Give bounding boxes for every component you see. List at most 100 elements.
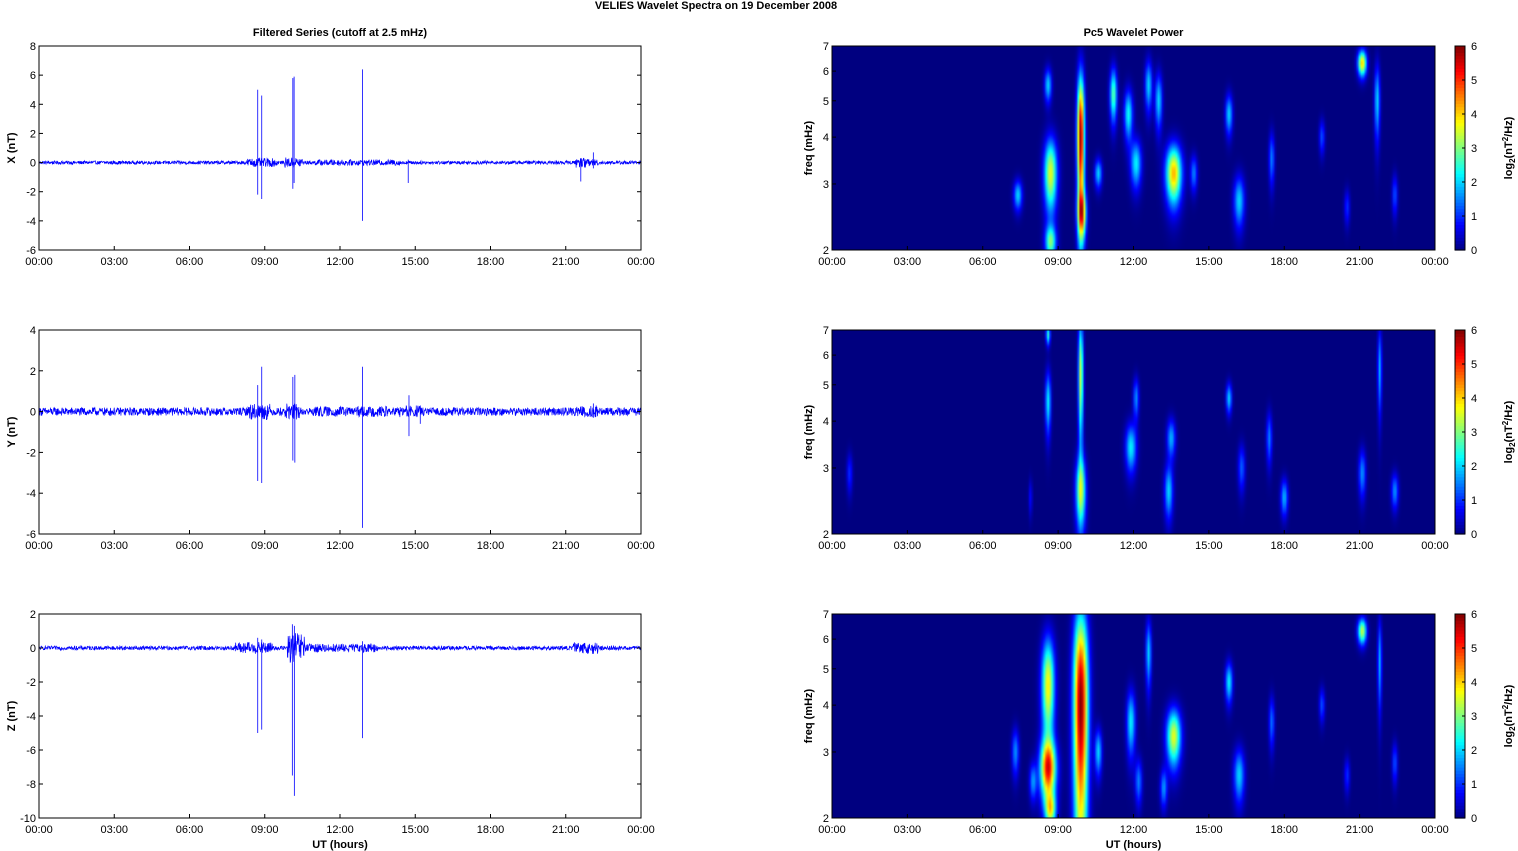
z-wavelet-panel: 2 3 4 5 6 7 00:00 03:00 06:00 09:00 12:00 15:00 18:0…: [803, 609, 1517, 851]
colorbar-swatch: [1455, 211, 1465, 216]
colorbar-swatch: [1455, 116, 1465, 120]
colorbar-label: log2(nT2/Hz): [1501, 684, 1517, 747]
colorbar-tick-label: 6: [1471, 609, 1477, 621]
x-tick-label: 12:00: [326, 540, 354, 552]
x-tick-label: 09:00: [1044, 824, 1072, 836]
colorbar-swatch: [1455, 157, 1465, 162]
colorbar-swatch: [1455, 400, 1465, 404]
colorbar-swatch: [1455, 151, 1465, 155]
colorbar-swatch: [1455, 776, 1465, 781]
x-tick-label: 03:00: [100, 824, 128, 836]
colorbar-swatch: [1455, 623, 1465, 628]
colorbar-swatch: [1455, 757, 1465, 762]
colorbar-swatch: [1455, 387, 1465, 392]
colorbar-swatch: [1455, 199, 1465, 203]
colorbar-swatch: [1455, 502, 1465, 506]
colorbar-swatch: [1455, 384, 1465, 388]
figure-title: VELIES Wavelet Spectra on 19 December 20…: [595, 0, 837, 12]
colorbar-swatch: [1455, 463, 1465, 468]
x-tick-label: 00:00: [818, 824, 846, 836]
x-tick-label: 18:00: [477, 824, 505, 836]
colorbar-swatch: [1455, 658, 1465, 663]
colorbar-swatch: [1455, 495, 1465, 500]
colorbar-swatch: [1455, 365, 1465, 369]
series-line: [38, 157, 642, 168]
colorbar-swatch: [1455, 425, 1465, 430]
colorbar-swatch: [1455, 406, 1465, 411]
x-tick-label: 09:00: [1044, 540, 1072, 552]
colorbar-swatch: [1455, 438, 1465, 443]
x-tick-label: 06:00: [969, 824, 997, 836]
colorbar-swatch: [1455, 642, 1465, 647]
y-tick-label: 0: [30, 407, 36, 419]
colorbar-swatch: [1455, 700, 1465, 704]
colorbar-swatch: [1455, 342, 1465, 347]
colorbar-tick-label: 6: [1471, 325, 1477, 337]
y-tick-label: 7: [823, 325, 829, 337]
colorbar-swatch: [1455, 814, 1465, 819]
y-tick-label: -6: [26, 529, 36, 541]
colorbar-swatch: [1455, 652, 1465, 657]
colorbar-swatch: [1455, 454, 1465, 459]
colorbar-swatch: [1455, 381, 1465, 385]
x-tick-label: 00:00: [25, 540, 53, 552]
wavelet-power-heatmap: [832, 614, 1435, 818]
y-tick-label: -4: [26, 711, 36, 723]
colorbar-swatch: [1455, 125, 1465, 130]
y-tick-label: 0: [30, 158, 36, 170]
colorbar-tick-label: 1: [1471, 779, 1477, 791]
colorbar-swatch: [1455, 489, 1465, 494]
colorbar-swatch: [1455, 87, 1465, 92]
x-tick-label: 12:00: [326, 256, 354, 268]
colorbar-swatch: [1455, 100, 1465, 104]
y-tick-label: -4: [26, 488, 36, 500]
x-tick-label: 18:00: [1270, 256, 1298, 268]
colorbar-tick-label: 2: [1471, 745, 1477, 757]
colorbar-swatch: [1455, 467, 1465, 471]
x-tick-label: 15:00: [401, 824, 429, 836]
colorbar-swatch: [1455, 738, 1465, 743]
colorbar-swatch: [1455, 731, 1465, 736]
x-tick-label: 00:00: [1421, 540, 1449, 552]
colorbar-tick-label: 0: [1471, 529, 1477, 541]
colorbar-swatch: [1455, 722, 1465, 727]
x-tick-label: 06:00: [176, 824, 204, 836]
colorbar-swatch: [1455, 798, 1465, 803]
colorbar-swatch: [1455, 422, 1465, 427]
x-tick-label: 15:00: [401, 256, 429, 268]
colorbar-swatch: [1455, 770, 1465, 774]
colorbar-swatch: [1455, 246, 1465, 251]
colorbar-swatch: [1455, 690, 1465, 695]
colorbar-swatch: [1455, 457, 1465, 462]
colorbar-swatch: [1455, 154, 1465, 159]
x-tick-label: 03:00: [894, 824, 922, 836]
x-tick-label: 15:00: [1195, 824, 1223, 836]
colorbar-swatch: [1455, 492, 1465, 497]
colorbar-swatch: [1455, 81, 1465, 85]
colorbar-swatch: [1455, 49, 1465, 53]
x-tick-label: 21:00: [1346, 256, 1374, 268]
colorbar-swatch: [1455, 71, 1465, 76]
y-tick-label: 5: [823, 664, 829, 676]
y-tick-label: 4: [823, 700, 829, 712]
x-tick-label: 03:00: [100, 256, 128, 268]
colorbar-swatch: [1455, 432, 1465, 436]
colorbar-swatch: [1455, 112, 1465, 117]
y-tick-label: 2: [823, 813, 829, 825]
x-tick-label: 15:00: [1195, 540, 1223, 552]
colorbar: 0 1 2 3 4 5 6 log2(nT2/Hz): [1454, 609, 1517, 825]
colorbar-swatch: [1455, 141, 1465, 146]
x-axis-label: UT (hours): [1106, 839, 1162, 851]
colorbar-swatch: [1455, 74, 1465, 79]
y-axis-label: freq (mHz): [803, 404, 815, 459]
x-tick-label: 03:00: [894, 540, 922, 552]
colorbar-swatch: [1455, 396, 1465, 401]
y-axis-label: freq (mHz): [803, 120, 815, 175]
colorbar-label: log2(nT2/Hz): [1501, 116, 1517, 179]
x-tick-label: 18:00: [1270, 540, 1298, 552]
series-line: [38, 403, 642, 421]
plot-area: [39, 46, 641, 250]
y-tick-label: 4: [823, 416, 829, 428]
colorbar-swatch: [1455, 802, 1465, 806]
